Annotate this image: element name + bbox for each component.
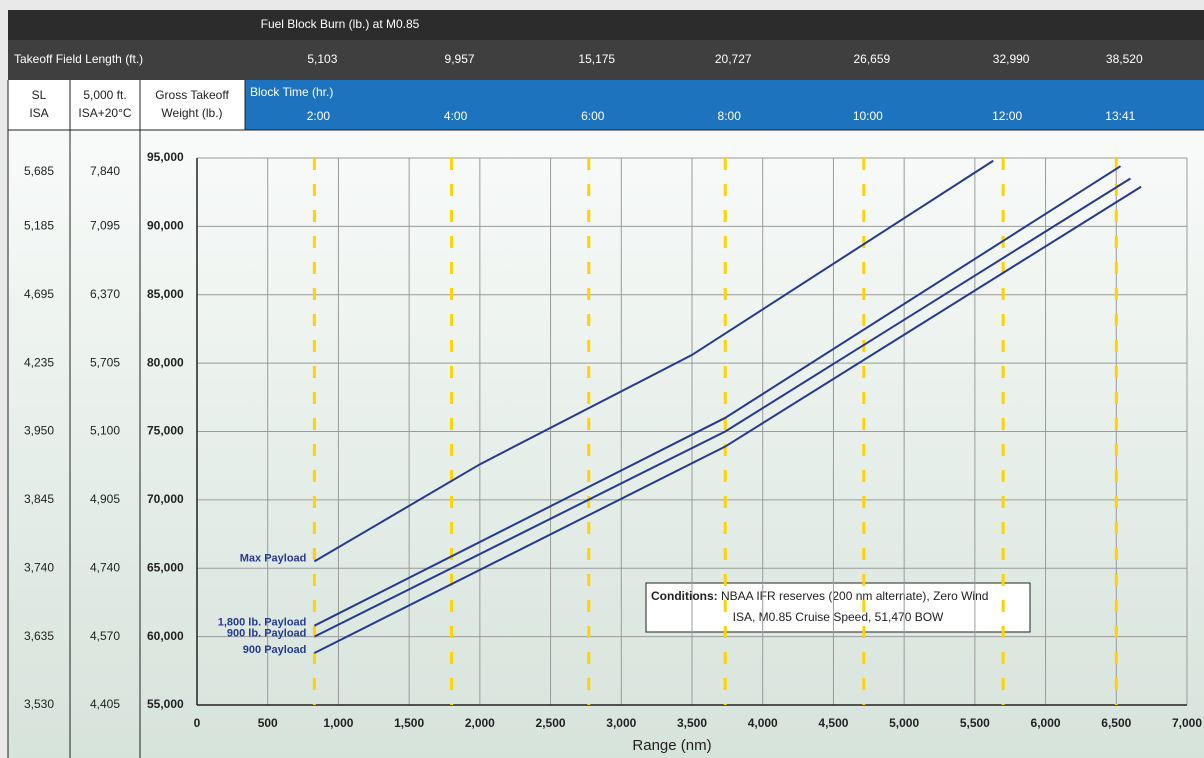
series-label: 900 Payload — [243, 644, 307, 656]
left-value: 7,840 — [90, 164, 120, 178]
column-header: SL — [32, 88, 47, 102]
x-tick-label: 5,500 — [960, 716, 990, 730]
series-label: 900 lb. Payload — [227, 628, 306, 640]
block-time: 10:00 — [853, 109, 883, 123]
y-tick-label: 55,000 — [147, 697, 184, 711]
left-value: 4,740 — [90, 560, 120, 574]
fuel-burn: 32,990 — [993, 52, 1030, 66]
left-value: 3,950 — [24, 424, 54, 438]
background — [8, 10, 1204, 758]
fuel-burn: 15,175 — [578, 52, 615, 66]
annotation-bold: Conditions: — [651, 589, 718, 603]
series-line — [313, 177, 1131, 638]
x-tick-label: 2,500 — [536, 716, 566, 730]
fuel-burn: 26,659 — [853, 52, 890, 66]
left-value: 4,570 — [90, 629, 120, 643]
x-tick-label: 0 — [194, 716, 201, 730]
left-value: 4,405 — [90, 697, 120, 711]
fuel-burn: 20,727 — [715, 52, 752, 66]
series-line — [313, 159, 994, 563]
fuel-burn: 9,957 — [445, 52, 475, 66]
annotation-line: ISA, M0.85 Cruise Speed, 51,470 BOW — [733, 610, 944, 624]
x-tick-label: 7,000 — [1172, 716, 1202, 730]
series-line — [313, 185, 1142, 654]
annotation-line: NBAA IFR reserves (200 nm alternate), Ze… — [721, 589, 988, 603]
left-value: 4,695 — [24, 287, 54, 301]
x-tick-label: 4,500 — [818, 716, 848, 730]
left-value: 7,095 — [90, 219, 120, 233]
left-value: 5,100 — [90, 424, 120, 438]
left-value: 5,185 — [24, 219, 54, 233]
x-axis-title: Range (nm) — [632, 737, 711, 754]
block-time: 6:00 — [581, 109, 605, 123]
series-label: Max Payload — [240, 552, 307, 564]
y-tick-label: 70,000 — [147, 492, 184, 506]
x-tick-label: 1,000 — [323, 716, 353, 730]
left-value: 3,740 — [24, 560, 54, 574]
left-value: 4,235 — [24, 355, 54, 369]
annotation-text: Conditions: NBAA IFR reserves (200 nm al… — [651, 589, 988, 603]
annotation-box — [645, 582, 1031, 633]
y-tick-label: 65,000 — [147, 560, 184, 574]
y-axis-title: Weight (lb.) — [161, 106, 222, 120]
header-title: Fuel Block Burn (lb.) at M0.85 — [261, 17, 420, 31]
x-tick-label: 1,500 — [394, 716, 424, 730]
y-axis-title: Gross Takeoff — [155, 88, 229, 102]
x-tick-label: 500 — [258, 716, 278, 730]
block-time: 12:00 — [992, 109, 1022, 123]
fuel-burn: 5,103 — [307, 52, 337, 66]
x-tick-label: 5,000 — [889, 716, 919, 730]
y-tick-label: 80,000 — [147, 355, 184, 369]
left-value: 5,685 — [24, 164, 54, 178]
x-tick-label: 2,000 — [465, 716, 495, 730]
block-time: 13:41 — [1105, 109, 1135, 123]
fuel-burn: 38,520 — [1106, 52, 1143, 66]
left-value: 3,845 — [24, 492, 54, 506]
header-row — [8, 40, 1204, 80]
y-tick-label: 95,000 — [147, 150, 184, 164]
column-header: 5,000 ft. — [83, 88, 126, 102]
left-value: 3,530 — [24, 697, 54, 711]
annotation: Conditions: NBAA IFR reserves (200 nm al… — [645, 582, 1031, 633]
x-tick-label: 3,000 — [606, 716, 636, 730]
block-time: 2:00 — [307, 109, 331, 123]
x-tick-label: 3,500 — [677, 716, 707, 730]
x-tick-label: 6,500 — [1101, 716, 1131, 730]
left-value: 6,370 — [90, 287, 120, 301]
left-value: 4,905 — [90, 492, 120, 506]
y-tick-label: 75,000 — [147, 424, 184, 438]
x-tick-label: 6,000 — [1031, 716, 1061, 730]
field-length-label: Takeoff Field Length (ft.) — [14, 52, 143, 66]
column-header: ISA+20°C — [78, 106, 131, 120]
y-tick-label: 90,000 — [147, 219, 184, 233]
block-time: 4:00 — [444, 109, 468, 123]
block-time-band — [245, 80, 1204, 130]
column-header: ISA — [29, 106, 48, 120]
left-value: 3,635 — [24, 629, 54, 643]
x-tick-label: 4,000 — [748, 716, 778, 730]
series-label: 1,800 lb. Payload — [218, 617, 307, 629]
series-line — [313, 165, 1122, 627]
y-tick-label: 60,000 — [147, 629, 184, 643]
left-value: 5,705 — [90, 355, 120, 369]
block-time-label: Block Time (hr.) — [250, 85, 333, 99]
header-row — [8, 10, 1204, 40]
y-tick-label: 85,000 — [147, 287, 184, 301]
block-time: 8:00 — [718, 109, 742, 123]
